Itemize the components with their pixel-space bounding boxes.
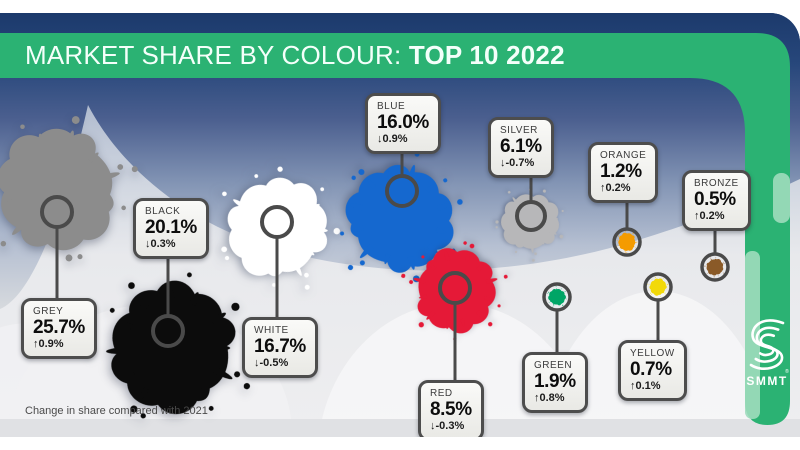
ring-bronze <box>700 252 730 282</box>
colour-share: 25.7% <box>33 316 85 338</box>
callout-white: WHITE 16.7% ↓-0.5% <box>242 317 318 378</box>
ring-green <box>542 282 572 312</box>
colour-share: 0.5% <box>694 188 736 210</box>
infographic-canvas: ® SMMT <box>0 13 800 437</box>
ring-silver <box>515 200 547 232</box>
target-rings <box>40 174 730 348</box>
colour-name: SILVER <box>500 125 538 136</box>
title-bar: MARKET SHARE BY COLOUR: TOP 10 2022 <box>0 33 756 78</box>
page-title: MARKET SHARE BY COLOUR: TOP 10 2022 <box>25 40 565 70</box>
callout-silver: SILVER 6.1% ↓-0.7% <box>488 117 554 178</box>
colour-change: ↓0.9% <box>377 133 408 146</box>
logo-registered-mark: ® <box>785 368 789 375</box>
colour-name: BRONZE <box>694 178 739 189</box>
colour-share: 16.7% <box>254 335 306 357</box>
colour-change: ↑0.2% <box>694 210 725 223</box>
ring-orange <box>612 227 642 257</box>
callout-bronze: BRONZE 0.5% ↑0.2% <box>682 170 751 231</box>
colour-share: 1.9% <box>534 370 576 392</box>
colour-name: GREY <box>33 306 64 317</box>
colour-name: RED <box>430 388 453 399</box>
colour-change: ↑0.9% <box>33 338 64 351</box>
colour-change: ↑0.1% <box>630 380 661 393</box>
colour-name: GREEN <box>534 360 573 371</box>
callout-blue: BLUE 16.0% ↓0.9% <box>365 93 441 154</box>
callout-red: RED 8.5% ↓-0.3% <box>418 380 484 437</box>
colour-share: 8.5% <box>430 398 472 420</box>
logo-wordmark: SMMT <box>746 374 787 388</box>
ring-black <box>151 314 185 348</box>
ring-white <box>260 205 294 239</box>
brand-band: ® SMMT <box>0 33 790 425</box>
ring-red <box>438 271 472 305</box>
colour-share: 20.1% <box>145 216 197 238</box>
colour-share: 16.0% <box>377 111 429 133</box>
colour-change: ↑0.2% <box>600 182 631 195</box>
colour-name: BLUE <box>377 101 406 112</box>
colour-name: YELLOW <box>630 348 675 359</box>
callout-orange: ORANGE 1.2% ↑0.2% <box>588 142 659 203</box>
colour-change: ↓-0.5% <box>254 357 289 370</box>
colour-change: ↑0.8% <box>534 392 565 405</box>
callout-green: GREEN 1.9% ↑0.8% <box>522 352 588 413</box>
colour-name: BLACK <box>145 206 181 217</box>
colour-change: ↓-0.3% <box>430 420 465 433</box>
ring-blue <box>385 174 419 208</box>
ring-grey <box>40 195 74 229</box>
smmt-logo: ® SMMT <box>746 319 789 388</box>
colour-name: WHITE <box>254 325 289 336</box>
callout-yellow: YELLOW 0.7% ↑0.1% <box>618 340 687 401</box>
colour-change: ↓0.3% <box>145 238 176 251</box>
colour-share: 1.2% <box>600 160 642 182</box>
colour-share: 6.1% <box>500 135 542 157</box>
infographic-panel: ® SMMT <box>0 13 800 437</box>
floor-strip <box>0 419 800 437</box>
callout-grey: GREY 25.7% ↑0.9% <box>21 298 97 359</box>
callout-black: BLACK 20.1% ↓0.3% <box>133 198 209 259</box>
ring-yellow <box>643 272 673 302</box>
colour-share: 0.7% <box>630 358 672 380</box>
colour-name: ORANGE <box>600 150 647 161</box>
footnote: Change in share compared with 2021 <box>25 405 208 417</box>
colour-change: ↓-0.7% <box>500 157 535 170</box>
